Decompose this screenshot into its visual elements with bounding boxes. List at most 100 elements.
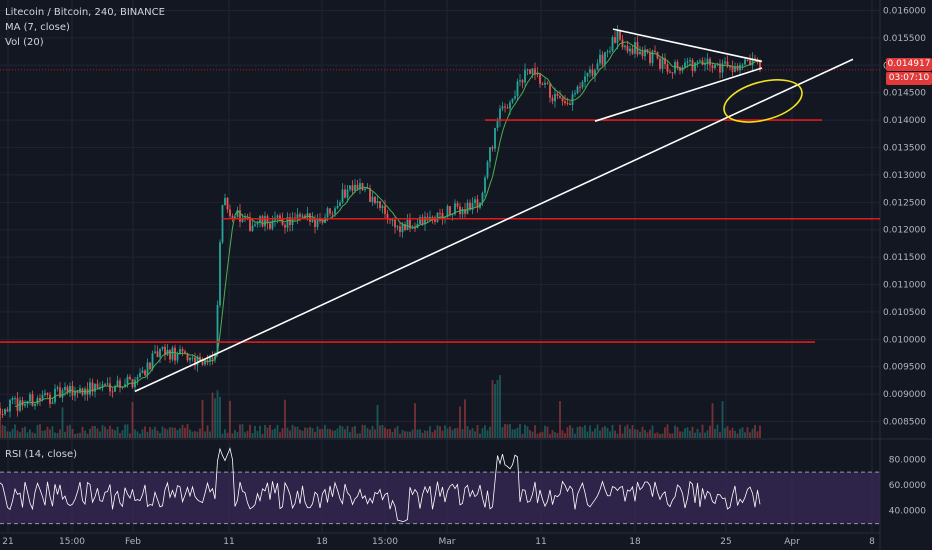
- volume-bar: [649, 429, 651, 438]
- candle-body: [54, 388, 56, 403]
- candle-body: [239, 210, 241, 222]
- volume-bar: [91, 425, 94, 438]
- volume-bar: [74, 433, 76, 438]
- candle-body: [594, 70, 596, 76]
- volume-bar: [14, 424, 16, 438]
- volume-bar: [499, 375, 501, 438]
- volume-bar: [589, 425, 591, 438]
- volume-bar: [369, 429, 371, 438]
- volume-bar: [609, 431, 611, 438]
- candle-body: [409, 219, 411, 229]
- volume-bar: [261, 433, 264, 438]
- volume-bar: [384, 427, 386, 438]
- candle-body: [86, 388, 89, 395]
- volume-bar: [491, 380, 494, 438]
- volume-bar: [51, 426, 54, 438]
- volume-bar: [754, 424, 756, 438]
- candle-body: [464, 209, 466, 214]
- volume-bar: [269, 425, 271, 438]
- volume-bar: [676, 427, 679, 438]
- volume-bar: [396, 426, 399, 438]
- candle-body: [606, 51, 609, 53]
- candle-body: [164, 346, 166, 356]
- volume-bar: [256, 430, 259, 438]
- volume-bar: [726, 426, 729, 438]
- time-tick-label: 15:00: [372, 537, 398, 547]
- price-tick-label: 0.013000: [883, 171, 926, 181]
- candle-body: [189, 357, 191, 361]
- candle-body: [324, 217, 326, 223]
- candle-body: [401, 224, 404, 233]
- candle-body: [366, 188, 369, 190]
- candle-body: [461, 209, 464, 215]
- volume-bar: [406, 431, 409, 438]
- price-axis[interactable]: 0.0160000.0155000.0150000.0145000.014000…: [883, 6, 926, 427]
- candle-body: [124, 384, 126, 387]
- rsi-legend[interactable]: RSI (14, close): [5, 449, 78, 460]
- volume-bar: [39, 424, 41, 438]
- candle-body: [404, 224, 406, 231]
- volume-bar: [69, 424, 71, 438]
- volume-bar: [44, 430, 46, 438]
- volume-bar: [496, 379, 499, 438]
- time-axis[interactable]: 21 15:00 Feb 11 18 15:00 Mar 11 18 25 Apr 8: [2, 537, 875, 547]
- volume-bar: [401, 430, 404, 438]
- volume-bar: [461, 429, 464, 438]
- volume-bar: [729, 430, 731, 438]
- volume-bar: [626, 424, 629, 438]
- volume-bar: [741, 427, 744, 438]
- volume-bar: [296, 426, 299, 438]
- volume-bar: [254, 425, 256, 438]
- price-tick-label: 0.009000: [883, 390, 926, 400]
- candle-body: [231, 216, 234, 218]
- highlight-ellipse: [723, 79, 803, 123]
- volume-bar: [666, 424, 669, 438]
- candle-body: [344, 189, 346, 198]
- candle-body: [719, 63, 721, 73]
- volume-bar: [656, 432, 659, 438]
- volume-bar: [456, 427, 459, 438]
- candle-body: [484, 177, 486, 193]
- volume-bar: [416, 429, 419, 438]
- rsi-axis[interactable]: 80.0000 60.0000 40.0000: [889, 455, 926, 516]
- volume-bar: [511, 429, 514, 438]
- volume-bar: [376, 405, 379, 438]
- candle-body: [399, 226, 401, 233]
- candle-body: [751, 58, 754, 66]
- candle-body: [91, 382, 94, 392]
- volume-bar: [681, 431, 684, 438]
- candle-body: [19, 400, 21, 411]
- volume-bar: [359, 433, 361, 438]
- candle-body: [736, 66, 739, 71]
- volume-bar: [111, 428, 114, 438]
- candle-body: [44, 393, 46, 395]
- volume-bar: [744, 432, 746, 438]
- volume-bar: [291, 424, 294, 438]
- candle-body: [669, 71, 671, 73]
- volume-bar: [654, 433, 656, 438]
- candle-body: [96, 383, 99, 389]
- candle-body: [229, 209, 231, 217]
- candle-body: [154, 351, 156, 354]
- volume-bar: [349, 432, 351, 438]
- volume-bar: [204, 431, 206, 438]
- vol-legend[interactable]: Vol (20): [5, 37, 44, 48]
- volume-bar: [674, 425, 676, 438]
- candle-body: [544, 82, 546, 85]
- candle-body: [451, 214, 454, 216]
- symbol-legend[interactable]: Litecoin / Bitcoin, 240, BINANCE: [5, 7, 165, 18]
- candle-body: [689, 59, 691, 62]
- candle-body: [536, 73, 539, 75]
- volume-bar: [576, 427, 579, 438]
- volume-bar: [591, 431, 594, 438]
- volume-bar: [529, 430, 531, 438]
- ma-7-line: [14, 41, 761, 407]
- candle-body: [31, 394, 34, 406]
- ma-legend[interactable]: MA (7, close): [5, 22, 70, 33]
- candle-body: [616, 30, 619, 43]
- candle-body: [759, 60, 761, 70]
- candle-body: [439, 212, 441, 214]
- candle-body: [14, 398, 16, 400]
- candle-body: [184, 351, 186, 354]
